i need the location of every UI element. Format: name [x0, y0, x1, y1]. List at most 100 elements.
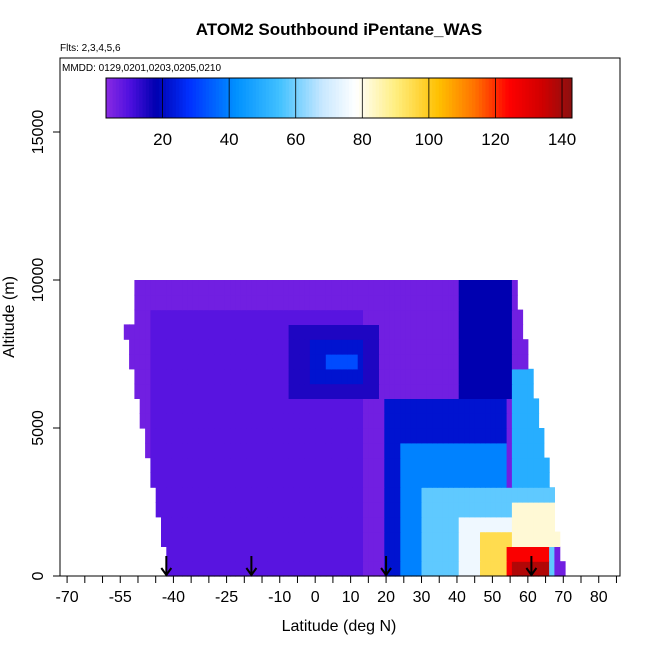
field-cell [166, 442, 173, 459]
field-cell [325, 487, 332, 503]
field-cell [394, 354, 401, 370]
field-cell [224, 354, 231, 370]
field-cell [363, 413, 369, 429]
colorbar-tick-label: 60 [286, 130, 305, 149]
field-cell [214, 309, 221, 325]
field-cell [325, 546, 332, 562]
field-cell [182, 354, 189, 370]
field-cell [256, 280, 263, 296]
colorbar-segment [552, 78, 556, 118]
field-cell [469, 413, 476, 429]
field-cell [192, 487, 199, 503]
field-cell [177, 561, 183, 577]
field-cell [501, 324, 508, 340]
flight-marker-arrow [525, 567, 538, 577]
field-cell [522, 487, 529, 503]
field-cell [511, 413, 518, 429]
field-cell [379, 413, 385, 429]
field-cell [426, 294, 433, 311]
field-cell [267, 309, 274, 325]
field-cell [177, 457, 183, 473]
field-cell [379, 309, 385, 325]
field-cell [187, 546, 194, 562]
field-cell [352, 428, 359, 444]
field-cell [363, 294, 369, 311]
field-cell [262, 339, 268, 355]
field-cell [511, 516, 518, 533]
field-cell [363, 561, 369, 577]
field-cell [405, 502, 412, 518]
field-cell [230, 442, 236, 459]
field-cell [405, 457, 412, 473]
field-cell [331, 324, 337, 340]
field-cell [448, 309, 454, 325]
field-cell [192, 354, 199, 370]
field-cell [464, 383, 470, 399]
field-cell [490, 442, 497, 459]
field-cell [230, 502, 236, 518]
field-cell [347, 457, 353, 473]
field-layer [123, 280, 566, 577]
field-cell [283, 280, 290, 296]
x-tick-label: 50 [484, 589, 502, 606]
field-cell [442, 442, 449, 459]
field-cell [150, 383, 157, 399]
field-cell [278, 502, 284, 518]
field-cell [235, 428, 242, 444]
field-cell [400, 502, 407, 518]
field-cell [309, 502, 316, 518]
field-cell [379, 457, 385, 473]
field-cell [549, 546, 555, 562]
field-cell [246, 413, 252, 429]
field-cell [485, 502, 492, 518]
field-cell [262, 309, 268, 325]
field-cell [177, 339, 183, 355]
field-cell [495, 428, 502, 444]
field-cell [230, 428, 236, 444]
colorbar-segment [162, 78, 167, 118]
field-cell [299, 442, 306, 459]
field-cell [320, 472, 327, 488]
field-cell [410, 339, 417, 355]
field-cell [453, 383, 460, 399]
field-cell [384, 398, 391, 414]
field-cell [251, 502, 258, 518]
field-cell [437, 383, 444, 399]
field-cell [208, 531, 215, 547]
field-cell [394, 531, 401, 547]
field-cell [432, 413, 439, 429]
field-cell [368, 354, 375, 370]
field-cell [267, 280, 274, 296]
field-cell [501, 280, 508, 296]
field-cell [421, 472, 428, 488]
field-cell [527, 531, 534, 547]
field-cell [161, 309, 167, 325]
colorbar-segment [279, 78, 283, 118]
field-cell [442, 324, 449, 340]
colorbar-segment [202, 78, 207, 118]
field-cell [432, 368, 439, 385]
field-cell [283, 457, 290, 473]
field-cell [400, 309, 407, 325]
field-cell [230, 324, 236, 340]
field-cell [177, 516, 183, 533]
field-cell [214, 561, 221, 577]
field-cell [426, 546, 433, 562]
field-cell [224, 383, 231, 399]
field-cell [448, 502, 454, 518]
field-cell [219, 383, 226, 399]
field-cell [464, 398, 470, 414]
field-cell [400, 531, 407, 547]
field-cell [347, 546, 353, 562]
field-cell [480, 324, 486, 340]
field-cell [155, 398, 162, 414]
field-cell [363, 487, 369, 503]
field-cell [527, 398, 534, 414]
field-cell [145, 398, 151, 414]
field-cell [432, 561, 439, 577]
field-cell [171, 442, 178, 459]
field-cell [203, 487, 210, 503]
field-cell [267, 398, 274, 414]
field-cell [373, 413, 380, 429]
field-cell [230, 546, 236, 562]
